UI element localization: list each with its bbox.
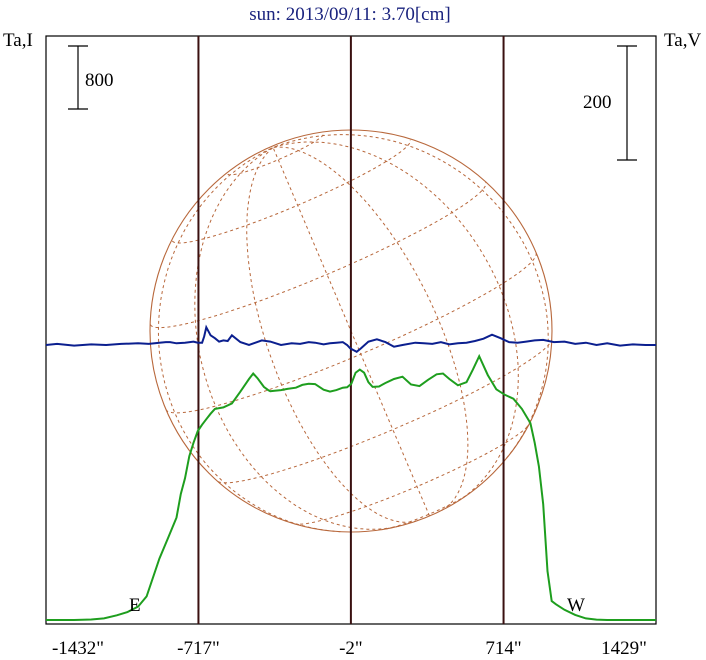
- parallel-line: [294, 423, 530, 525]
- meridian-line: [246, 147, 418, 523]
- parallel-line: [165, 252, 537, 414]
- left-scale-bar-label: 800: [85, 70, 114, 91]
- meridian-line: [272, 134, 549, 464]
- meridian-line: [272, 141, 519, 502]
- series-line-ta-v: [45, 324, 656, 353]
- parallel-line: [227, 133, 325, 176]
- right-axis-label: Ta,V: [664, 30, 701, 51]
- limb-lines: [197, 36, 505, 624]
- x-axis-tick-labels: -1432" -717" -2" 714" 1429": [52, 638, 647, 659]
- x-tick-label: -2": [339, 638, 363, 659]
- x-tick-label: 1429": [601, 638, 647, 659]
- right-scale-bar: [617, 45, 637, 161]
- right-scale-bar-label: 200: [583, 92, 612, 113]
- series-line-ta-i: [46, 353, 656, 621]
- left-axis-label: Ta,I: [3, 30, 33, 51]
- meridian-line: [194, 146, 400, 530]
- left-scale-bar: [68, 45, 88, 110]
- chart-title: sun: 2013/09/11: 3.70[cm]: [249, 4, 450, 25]
- parallel-line: [217, 339, 553, 484]
- x-tick-label: 714": [485, 638, 521, 659]
- parallel-line: [171, 139, 411, 244]
- parallel-line: [385, 493, 470, 530]
- parallel-line: [149, 182, 487, 329]
- x-tick-label: -1432": [52, 638, 104, 659]
- east-limb-label: E: [129, 595, 141, 616]
- west-limb-label: W: [567, 595, 585, 616]
- meridian-line: [273, 146, 469, 511]
- x-tick-label: -717": [177, 638, 220, 659]
- meridian-line: [157, 146, 341, 533]
